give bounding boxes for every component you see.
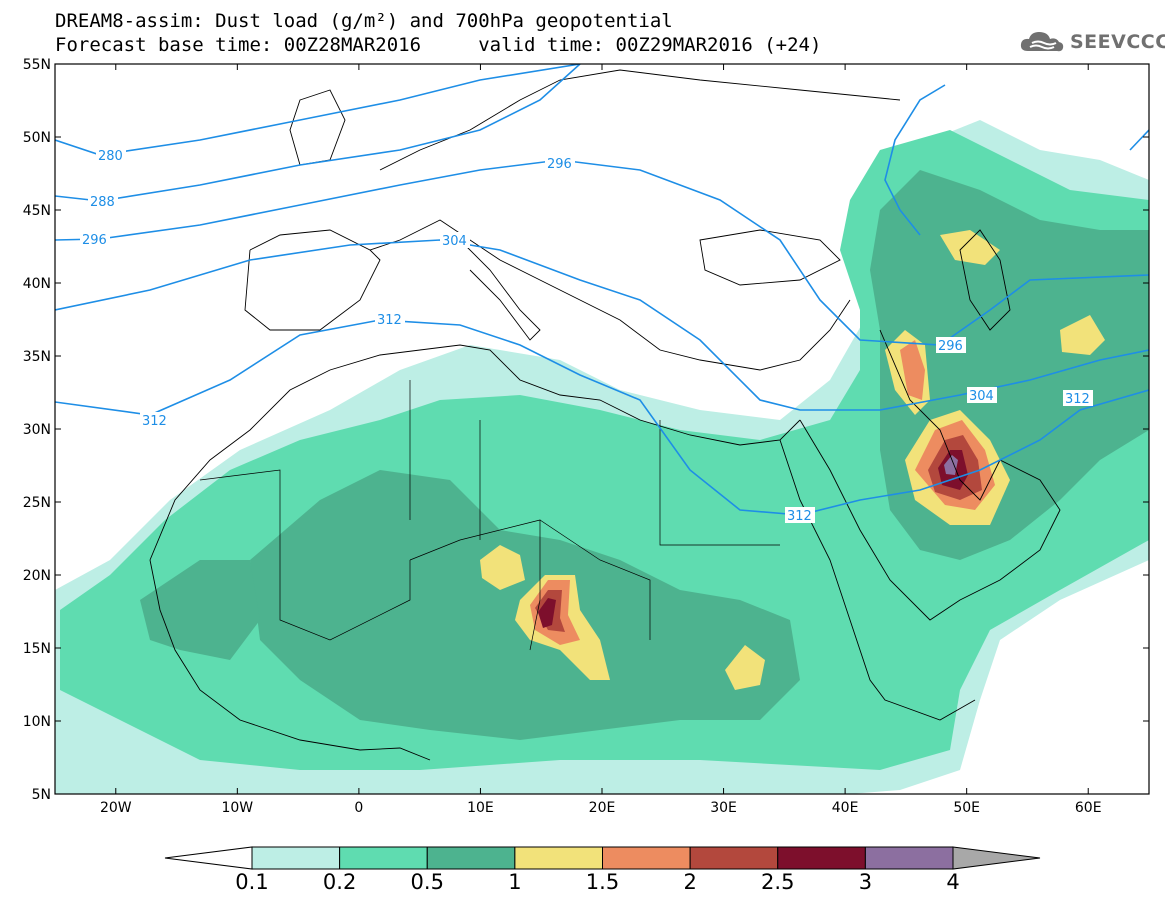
colorbar-tick-label: 0.5	[411, 870, 444, 894]
lat-label: 55N	[23, 57, 51, 73]
contour-label: 312	[1065, 392, 1090, 407]
lat-label: 20N	[23, 568, 51, 584]
iberia	[244, 249, 381, 331]
dust-level-1g	[1060, 315, 1105, 355]
coastlines	[149, 69, 1061, 761]
dust-level-1.5c	[900, 340, 925, 400]
contour-label: 304	[969, 389, 994, 404]
colorbar-swatch	[251, 846, 341, 870]
lat-label: 50N	[23, 130, 51, 146]
colorbar-swatch	[339, 846, 428, 870]
border-e	[659, 420, 780, 546]
arabia-coast	[799, 329, 1061, 621]
colorbar-tick-label: 1	[508, 870, 521, 894]
italy	[459, 239, 541, 341]
colorbar-swatch	[689, 846, 779, 870]
borders	[199, 380, 780, 651]
colorbar-swatch	[514, 846, 603, 870]
dust-level-1f	[940, 230, 1000, 265]
lat-label: 45N	[23, 203, 51, 219]
contour-label: 312	[377, 313, 402, 328]
lon-label: 60E	[1075, 800, 1102, 816]
colorbar-swatch	[426, 846, 516, 870]
contour-label: 288	[90, 195, 115, 210]
border-f	[199, 469, 281, 500]
contour-312	[55, 319, 1149, 516]
lat-label: 5N	[32, 787, 51, 803]
lon-label: 30E	[710, 800, 737, 816]
contour-280	[55, 64, 581, 156]
colorbar-swatch	[864, 846, 954, 870]
logo-text: SEEVCCC	[1070, 31, 1165, 53]
british-isles	[289, 89, 346, 166]
lat-label: 15N	[23, 641, 51, 657]
colorbar-tick-label: 0.2	[323, 870, 356, 894]
dust-level-1b	[480, 545, 525, 590]
cloud-icon	[1020, 32, 1064, 52]
colorbar-tick-label: 4	[946, 870, 959, 894]
dust-level-3	[944, 455, 958, 475]
colorbar-min-arrow	[164, 846, 253, 870]
lon-label: 40E	[832, 800, 859, 816]
dust-level-1c	[725, 645, 765, 690]
colorbar-tick-label: 2	[683, 870, 696, 894]
colorbar-swatch	[602, 846, 691, 870]
colorbar-tick-label: 3	[859, 870, 872, 894]
dust-level-2.5	[538, 598, 556, 628]
contour-label: 312	[142, 414, 167, 429]
north-europe	[379, 69, 901, 171]
lon-label: 10E	[467, 800, 494, 816]
west-africa-coast	[149, 559, 431, 761]
contour-296	[55, 159, 1149, 346]
map-title-line1: DREAM8-assim: Dust load (g/m²) and 700hP…	[55, 10, 673, 32]
lon-label: 0	[354, 800, 363, 816]
colorbar-max-arrow	[952, 846, 1041, 870]
lon-label: 10W	[221, 800, 253, 816]
seevccc-logo: SEEVCCC	[1018, 28, 1165, 56]
contour-labels: 280 288 296 304 312 312 296 296 304 312 …	[80, 147, 1093, 524]
border-d	[539, 519, 651, 640]
lon-label: 20E	[589, 800, 616, 816]
contour-label: 296	[547, 157, 572, 172]
lon-label: 20W	[100, 800, 132, 816]
colorbar-swatch	[777, 846, 866, 870]
map-axes: 55N 50N 45N 40N 35N 30N 25N 20N 15N 10N 5N 20W 10W 0 1…	[23, 57, 1149, 816]
lat-label: 35N	[23, 349, 51, 365]
contour-label: 304	[442, 234, 467, 249]
lat-label: 10N	[23, 714, 51, 730]
lon-label: 50E	[953, 800, 980, 816]
lat-label: 30N	[23, 422, 51, 438]
lat-label: 40N	[23, 276, 51, 292]
colorbar-tick-label: 2.5	[761, 870, 794, 894]
colorbar-tick-label: 1.5	[586, 870, 619, 894]
border-a	[279, 500, 411, 641]
caspian-sea	[959, 229, 1011, 331]
map-title-line2: Forecast base time: 00Z28MAR2016 valid t…	[55, 34, 822, 56]
europe-coast	[249, 219, 851, 371]
contour-label: 280	[98, 149, 123, 164]
colorbar-tick-label: 0.1	[235, 870, 268, 894]
black-sea	[699, 229, 841, 286]
contour-label: 296	[82, 233, 107, 248]
north-africa-coast	[149, 344, 801, 561]
contour-north-east	[884, 84, 946, 236]
contour-label: 312	[787, 509, 812, 524]
colorbar: 0.1 0.2 0.5 1 1.5 2 2.5 3 4	[164, 846, 1041, 894]
contour-label: 296	[938, 339, 963, 354]
dust-field	[55, 120, 1149, 794]
contour-288	[55, 64, 581, 202]
contour-north-east-2	[1129, 129, 1149, 151]
lat-label: 25N	[23, 495, 51, 511]
dust-level-0.5-sw	[140, 560, 260, 660]
